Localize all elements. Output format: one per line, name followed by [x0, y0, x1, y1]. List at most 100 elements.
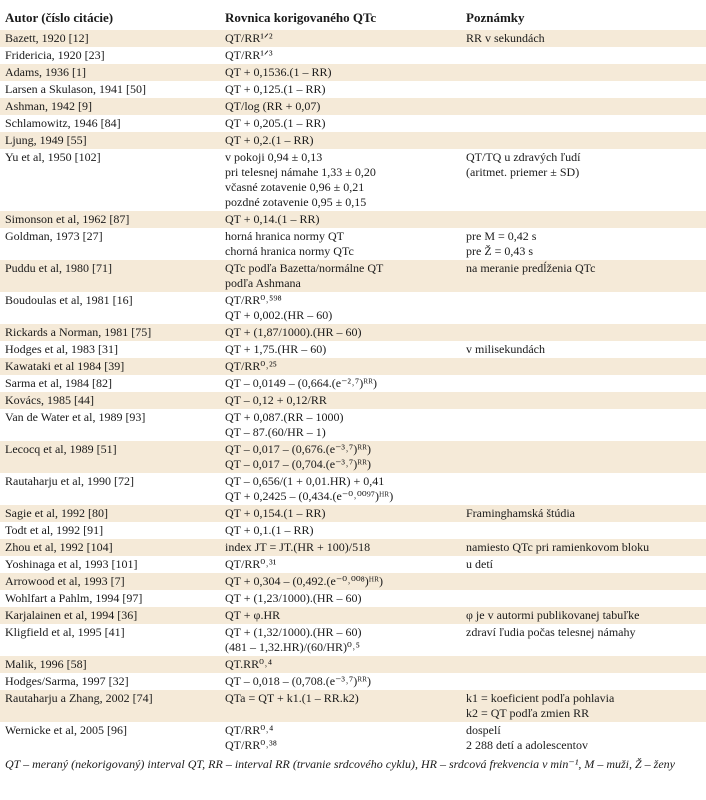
table-row: Sagie et al, 1992 [80] QT + 0,154.(1 – RR… [0, 505, 706, 522]
equation-line: index JT = JT.(HR + 100)/518 [225, 540, 371, 554]
equation-cell: QT + 0,205.(1 – RR) [220, 115, 461, 132]
equation-line: QTa = QT + k1.(1 – RR.k2) [225, 691, 359, 705]
equation-line: QT – 0,017 – (0,704.(e⁻³˒⁷)ᴿᴿ) [225, 457, 372, 471]
notes-cell: na meranie predĺženia QTc [461, 260, 706, 292]
notes-cell [461, 324, 706, 341]
table-row: Lecocq et al, 1989 [51] QT – 0,017 – (0,6… [0, 441, 706, 473]
footnote: QT – meraný (nekorigovaný) interval QT, … [5, 757, 675, 771]
equation-cell: QT + 0,125.(1 – RR) [220, 81, 461, 98]
notes-cell: k1 = koeficient podľa pohlavia k2 = QT po… [461, 690, 706, 722]
equation-line: QT – 0,12 + 0,12/RR [225, 393, 327, 407]
equation-cell: QT + 0,087.(RR – 1000) QT – 87.(60/HR – 1… [220, 409, 461, 441]
notes-cell [461, 392, 706, 409]
table-body: Bazett, 1920 [12] QT/RR¹ᐟ² RR v sekundách F… [0, 30, 706, 754]
equation-cell: QT/RR⁰˒³¹ [220, 556, 461, 573]
notes-cell: zdraví ľudia počas telesnej námahy [461, 624, 706, 656]
notes-cell [461, 132, 706, 149]
notes-cell [461, 473, 706, 505]
table-row: Adams, 1936 [1] QT + 0,1536.(1 – RR) [0, 64, 706, 81]
notes-cell: QT/TQ u zdravých ľudí (aritmet. priemer ±… [461, 149, 706, 211]
author-cell: Kovács, 1985 [44] [0, 392, 220, 409]
equation-line: QT + 0,1536.(1 – RR) [225, 65, 332, 79]
table-row: Rautaharju a Zhang, 2002 [74] QTa = QT + … [0, 690, 706, 722]
note-line: u detí [466, 557, 493, 571]
equation-line: pozdné zotavenie 0,95 ± 0,15 [225, 195, 367, 209]
notes-cell: RR v sekundách [461, 30, 706, 47]
notes-cell [461, 375, 706, 392]
note-line: RR v sekundách [466, 31, 545, 45]
author-cell: Sarma et al, 1984 [82] [5, 376, 112, 390]
notes-cell [461, 656, 706, 673]
note-line: na meranie predĺženia QTc [466, 261, 596, 275]
author-cell: Schlamowitz, 1946 [84] [5, 116, 121, 130]
table-row: Hodges et al, 1983 [31] QT + 1,75.(HR – 6… [0, 341, 706, 358]
equation-line: QT/RR⁰˒²⁵ [225, 359, 277, 373]
equation-cell: QT + 0,154.(1 – RR) [220, 505, 461, 522]
table-row: Puddu et al, 1980 [71] QTc podľa Bazetta/… [0, 260, 706, 292]
equation-cell: QT + 0,304 – (0,492.(e⁻⁰˒⁰⁰⁸)ᴴᴿ) [220, 573, 461, 590]
equation-cell: QTc podľa Bazetta/normálne QT podľa Ashma… [220, 260, 461, 292]
equation-cell: QT + 0,2.(1 – RR) [220, 132, 461, 149]
table-row: Yoshinaga et al, 1993 [101] QT/RR⁰˒³¹ u de… [0, 556, 706, 573]
equation-line: QT.RR⁰˒⁴ [225, 657, 273, 671]
equation-line: QT/log (RR + 0,07) [225, 99, 321, 113]
note-line: QT/TQ u zdravých ľudí [466, 150, 581, 164]
equation-line: v pokoji 0,94 ± 0,13 [225, 150, 323, 164]
note-line: namiesto QTc pri ramienkovom bloku [466, 540, 650, 554]
note-line: 2 288 detí a adolescentov [466, 738, 588, 752]
equation-line: QT + 0,1.(1 – RR) [225, 523, 314, 537]
equation-cell: QT/log (RR + 0,07) [220, 98, 461, 115]
author-cell: Wernicke et al, 2005 [96] [5, 723, 127, 737]
notes-cell [461, 211, 706, 228]
table-row: Larsen a Skulason, 1941 [50] QT + 0,125.(… [0, 81, 706, 98]
table-row: Ljung, 1949 [55] QT + 0,2.(1 – RR) [0, 132, 706, 149]
equation-line: QT + 1,75.(HR – 60) [225, 342, 327, 356]
note-line: (aritmet. priemer ± SD) [466, 165, 580, 179]
author-cell: Rickards a Norman, 1981 [75] [0, 324, 220, 341]
equation-line: QT + (1,23/1000).(HR – 60) [225, 591, 362, 605]
author-cell: Goldman, 1973 [27] [5, 229, 103, 243]
equation-cell: horná hranica normy QT chorná hranica nor… [220, 228, 461, 260]
note-line: pre Ž = 0,43 s [466, 244, 534, 258]
author-cell: Malik, 1996 [58] [0, 656, 220, 673]
equation-line: QT/RR¹ᐟ³ [225, 48, 273, 62]
table-row: Schlamowitz, 1946 [84] QT + 0,205.(1 – RR… [0, 115, 706, 132]
equation-cell: QTa = QT + k1.(1 – RR.k2) [220, 690, 461, 722]
equation-line: (481 – 1,32.HR)/(60/HR)⁰˒⁵ [225, 640, 360, 654]
equation-line: QT – 0,018 – (0,708.(e⁻³˒⁷)ᴿᴿ) [225, 674, 372, 688]
equation-line: QT/RR⁰˒³⁸ [225, 738, 277, 752]
author-cell: Lecocq et al, 1989 [51] [0, 441, 220, 473]
author-cell: Rautaharju a Zhang, 2002 [74] [0, 690, 220, 722]
notes-cell: φ je v autormi publikovanej tabuľke [461, 607, 706, 624]
equation-line: QT + (1,87/1000).(HR – 60) [225, 325, 362, 339]
equation-cell: QT + φ.HR [220, 607, 461, 624]
equation-line: QT + 0,2.(1 – RR) [225, 133, 314, 147]
author-cell: Wohlfart a Pahlm, 1994 [97] [5, 591, 143, 605]
author-cell: Rautaharju et al, 1990 [72] [5, 474, 134, 488]
author-cell: Puddu et al, 1980 [71] [0, 260, 220, 292]
table-row: Yu et al, 1950 [102] v pokoji 0,94 ± 0,13… [0, 149, 706, 211]
equation-line: QT + 0,125.(1 – RR) [225, 82, 326, 96]
equation-cell: QT + 0,14.(1 – RR) [220, 211, 461, 228]
author-cell: Kawataki et al 1984 [39] [0, 358, 220, 375]
qtc-formulas-table: Autor (číslo citácie) Rovnica korigované… [0, 6, 706, 754]
equation-cell: QT/RR¹ᐟ³ [220, 47, 461, 64]
table-row: Todt et al, 1992 [91] QT + 0,1.(1 – RR) [0, 522, 706, 539]
author-cell: Adams, 1936 [1] [0, 64, 220, 81]
note-line: k1 = koeficient podľa pohlavia [466, 691, 615, 705]
notes-cell: dospelí 2 288 detí a adolescentov [461, 722, 706, 754]
equation-line: QT + φ.HR [225, 608, 281, 622]
equation-line: QT/RR⁰˒³¹ [225, 557, 277, 571]
note-line: dospelí [466, 723, 501, 737]
note-line: Framinghamská štúdia [466, 506, 575, 520]
equation-line: QT/RR⁰˒⁵⁹⁸ [225, 293, 282, 307]
header-notes: Poznámky [466, 10, 525, 25]
author-cell: Arrowood et al, 1993 [7] [0, 573, 220, 590]
equation-line: QT + 0,154.(1 – RR) [225, 506, 326, 520]
notes-cell [461, 64, 706, 81]
equation-cell: QT – 0,017 – (0,676.(e⁻³˒⁷)ᴿᴿ) QT – 0,017… [220, 441, 461, 473]
equation-cell: QT – 0,0149 – (0,664.(e⁻²˒⁷)ᴿᴿ) [220, 375, 461, 392]
table-row: Hodges/Sarma, 1997 [32] QT – 0,018 – (0,7… [0, 673, 706, 690]
notes-cell [461, 98, 706, 115]
equation-line: QT – 87.(60/HR – 1) [225, 425, 326, 439]
